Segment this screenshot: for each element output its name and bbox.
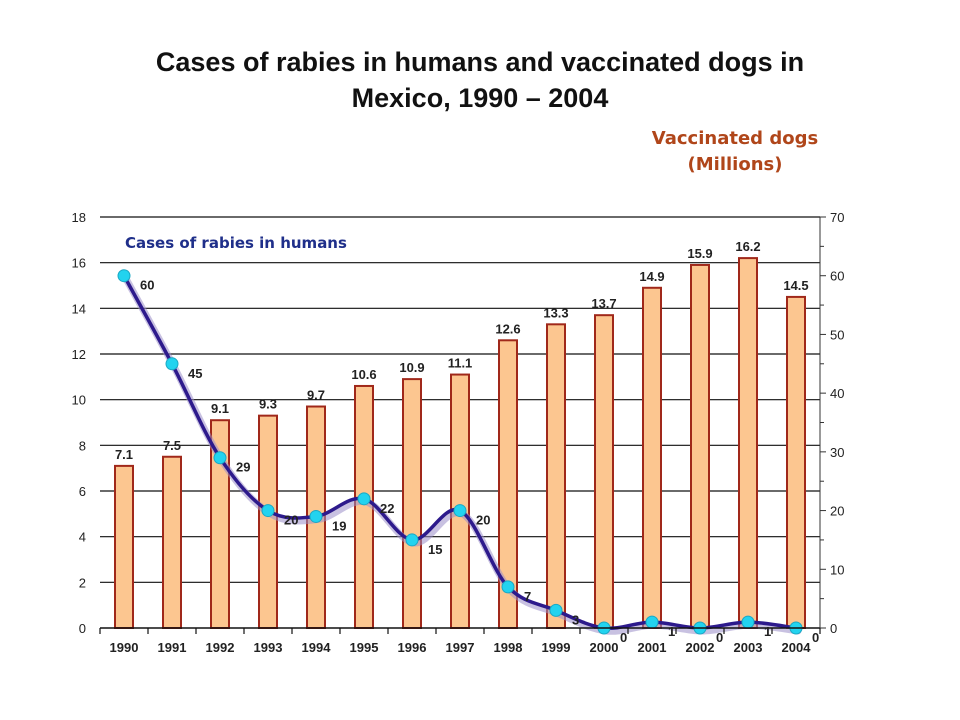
line-value-label: 60 [140,278,154,293]
left-tick-label: 16 [72,256,86,271]
x-tick-label: 1994 [302,640,332,655]
line-point [309,509,323,523]
x-tick-label: 2003 [734,640,763,655]
line-point [405,533,419,547]
left-tick-label: 18 [72,210,86,225]
bar-value-label: 14.9 [639,269,664,284]
chart-title: Cases of rabies in humans and vaccinated… [60,44,900,116]
bar [738,257,758,629]
line-point [213,451,227,465]
x-tick-label: 2000 [590,640,619,655]
bar [114,464,134,629]
line-series-label: Cases of rabies in humans [125,234,347,252]
right-tick-label: 60 [830,269,844,284]
x-tick-label: 1999 [542,640,571,655]
bar-value-label: 9.1 [211,401,229,416]
line-value-label: 1 [668,624,675,639]
line-value-label: 20 [476,513,490,528]
line-value-label: 15 [428,542,442,557]
x-tick-label: 1997 [446,640,475,655]
x-tick-label: 1998 [494,640,523,655]
bar-value-label: 12.6 [495,321,520,336]
x-tick-label: 2001 [638,640,667,655]
bar-value-label: 14.5 [783,278,808,293]
line-value-label: 0 [620,630,627,645]
bar-value-label: 11.1 [448,356,473,371]
x-tick-label: 1995 [350,640,379,655]
bar-value-label: 7.1 [115,447,133,462]
bar-value-label: 10.9 [399,360,424,375]
right-tick-label: 30 [830,445,844,460]
left-tick-label: 12 [72,347,86,362]
bar-series [114,257,806,630]
bar-value-label: 9.3 [259,397,277,412]
line-value-label: 3 [572,612,579,627]
line-point [357,492,371,506]
right-tick-label: 10 [830,562,844,577]
left-tick-label: 6 [79,484,86,499]
bar [594,314,614,629]
x-tick-label: 1990 [110,640,139,655]
right-tick-label: 50 [830,327,844,342]
line-value-label: 1 [764,624,771,639]
left-tick-label: 14 [72,301,86,316]
line-value-label: 19 [332,518,346,533]
right-tick-label: 0 [830,621,837,636]
right-tick-label: 40 [830,386,844,401]
right-tick-label: 70 [830,210,844,225]
left-tick-label: 10 [72,393,86,408]
bar [690,263,710,629]
right-axis-label: Vaccinated dogs (Millions) [630,126,840,178]
bar [450,373,470,629]
bar [546,323,566,629]
bar-value-label: 13.3 [543,305,568,320]
bar-value-label: 13.7 [591,296,616,311]
line-point [453,504,467,518]
line-point [741,615,755,629]
line-value-label: 22 [380,501,394,516]
line-point [645,615,659,629]
line-point [549,603,563,617]
line-value-label: 20 [284,513,298,528]
line-value-label: 29 [236,460,250,475]
line-value-label: 45 [188,366,202,381]
x-tick-label: 1993 [254,640,283,655]
left-tick-label: 0 [79,621,86,636]
left-tick-label: 8 [79,438,86,453]
right-tick-label: 20 [830,504,844,519]
x-tick-label: 1991 [158,640,187,655]
left-tick-label: 4 [79,530,86,545]
x-tick-label: 1992 [206,640,235,655]
bar-value-label: 10.6 [351,367,376,382]
x-tick-label: 1996 [398,640,427,655]
bar [258,414,278,629]
line-value-label: 0 [716,630,723,645]
bar-value-label: 9.7 [307,388,325,403]
line-point [261,504,275,518]
data-labels: 7.1 7.5 9.1 9.3 9.7 10.6 10.9 11.1 12.6 13.3 13.7 1… [115,239,819,645]
bar [162,455,182,629]
line-point [165,357,179,371]
bar-value-label: 15.9 [687,246,712,261]
left-tick-label: 2 [79,575,86,590]
bar [402,378,422,629]
x-tick-label: 2004 [782,640,812,655]
bar [642,286,662,629]
line-point [117,269,131,283]
right-axis-label-line2: (Millions) [687,154,783,175]
x-tick-label: 2002 [686,640,715,655]
right-axis-label-line1: Vaccinated dogs [651,128,819,149]
chart-title-line1: Cases of rabies in humans and vaccinated… [155,47,805,77]
line-value-label: 0 [812,630,819,645]
chart-title-line2: Mexico, 1990 – 2004 [351,83,609,113]
bar-value-label: 16.2 [735,239,760,254]
line-point [501,580,515,594]
bar-value-label: 7.5 [163,438,181,453]
line-value-label: 7 [524,589,531,604]
bar [786,295,806,629]
